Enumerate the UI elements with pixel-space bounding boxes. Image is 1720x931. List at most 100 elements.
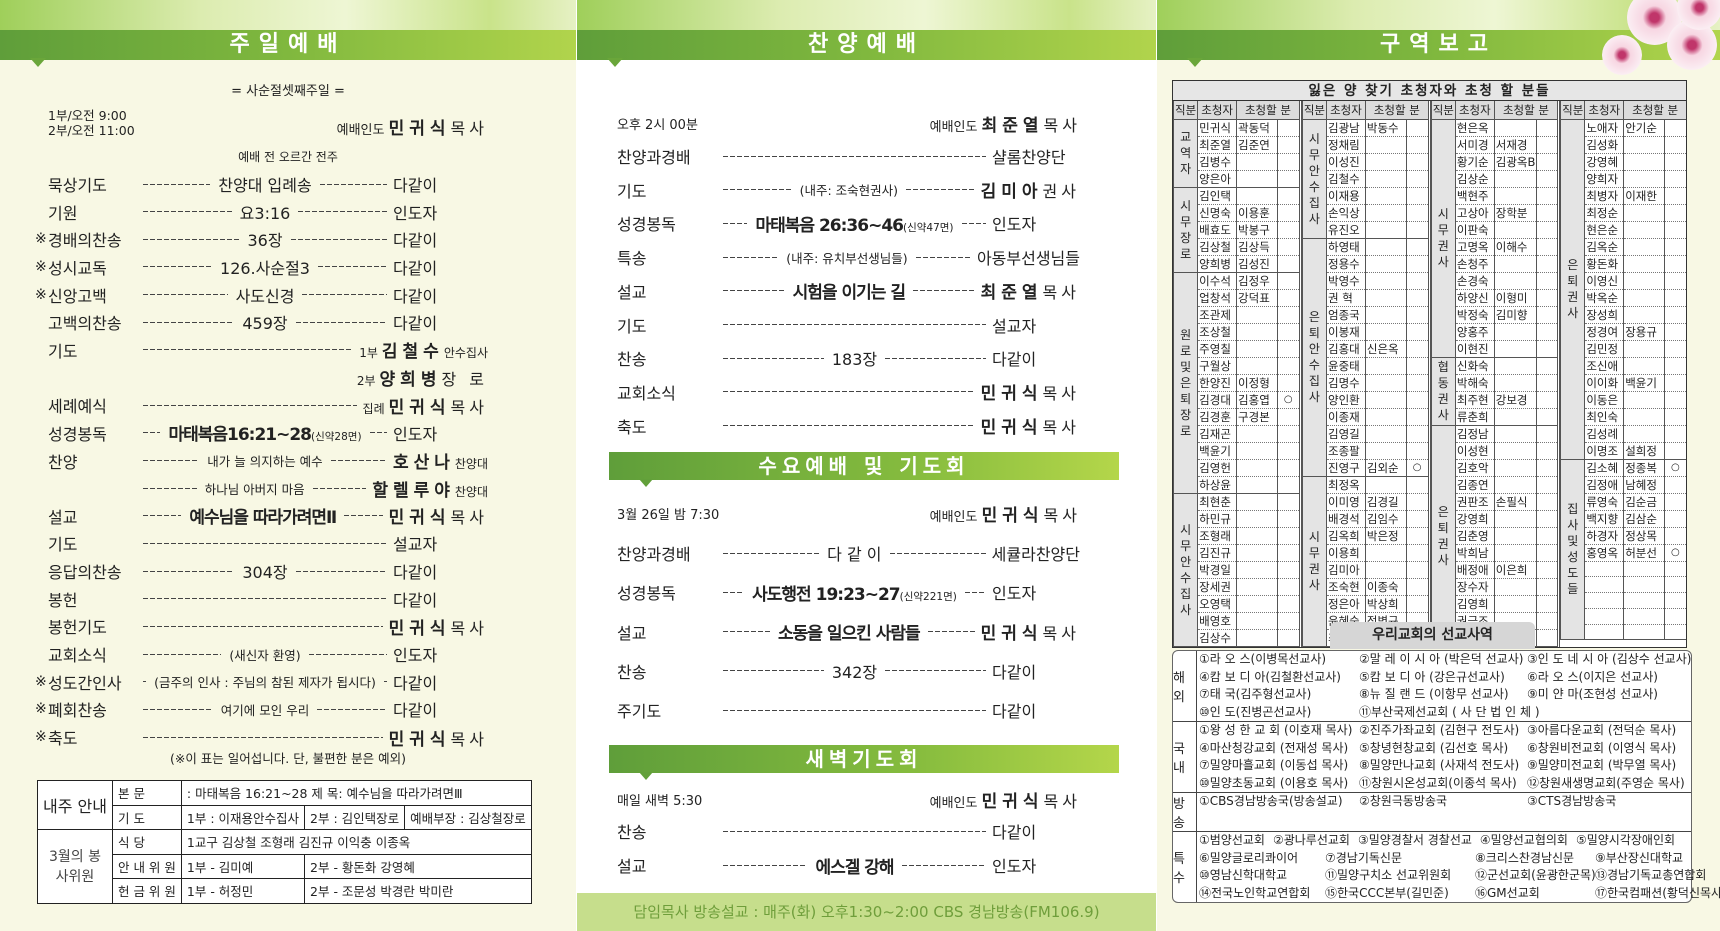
invitee: 신은옥 xyxy=(1364,340,1407,358)
mission-item: ⑨밀양미전교회 (박무열 목사) xyxy=(1527,758,1677,772)
inviter: 이판숙 xyxy=(1454,221,1495,239)
role-label: 협동권사 xyxy=(1430,357,1456,426)
order-content: 찬양대 입례송 xyxy=(210,172,319,196)
attendance-mark xyxy=(1663,493,1686,511)
order-row: 설교 시험을 이기는 길 최준열목사 xyxy=(617,278,1080,304)
mission-line: ①왕 성 한 교 회 (이호재 목사) ②진주가좌교회 (김현구 전도사) ③아름다… xyxy=(1199,722,1691,740)
order-label: 찬송 xyxy=(617,823,647,842)
inviter: 이동은 xyxy=(1584,391,1624,409)
invitation-row: 이용희 xyxy=(1302,544,1428,562)
mission-item: ⑪밀양구치소 선교위원회 xyxy=(1325,868,1452,882)
invitation-row: 김진규 xyxy=(1174,544,1299,562)
attendance-mark xyxy=(1536,119,1558,137)
order-row: 설교 예수님을 따라가려면Ⅱ 민귀식목사 xyxy=(48,503,488,529)
invitation-row: 김성례 xyxy=(1561,425,1686,443)
invitation-row: 최인숙 xyxy=(1561,408,1686,426)
order-content: 에스겔 강해 xyxy=(807,853,901,878)
order-performer: 세큘라찬양단 xyxy=(991,545,1080,564)
role-label: 시무장로 xyxy=(1172,187,1198,273)
attendance-mark xyxy=(1663,238,1686,256)
invitee: 이형미 xyxy=(1493,289,1537,307)
invitee xyxy=(1364,323,1407,341)
invitation-row: 강영희 xyxy=(1431,510,1558,528)
performer-name: 김철수 xyxy=(381,342,444,363)
order-content-text: 하나님 아버지 마음 xyxy=(204,481,305,497)
order-content-text: (내주: 조숙현권사) xyxy=(799,183,899,199)
order-label: 설교 xyxy=(48,507,78,527)
attendance-mark xyxy=(1405,170,1428,188)
performer-title: 찬양대 xyxy=(454,484,488,499)
invitee xyxy=(1623,136,1665,154)
order-detail: 마태복음16:21~28(신약28면) xyxy=(143,420,387,445)
order-detail xyxy=(143,625,383,627)
invitation-row: 집사및성도들 김소혜 정종복 ○ xyxy=(1560,459,1686,641)
leader-dots xyxy=(302,294,388,296)
invitee: 이종숙 xyxy=(1364,578,1407,596)
prayer-3: 예배부장 : 김상철장로 xyxy=(404,804,532,830)
invitee xyxy=(1623,592,1665,609)
inviter: 조관제 xyxy=(1197,306,1237,324)
header-decoration xyxy=(1157,0,1720,32)
inviter: 하영태 xyxy=(1326,238,1366,256)
order-label: 축도 xyxy=(617,417,647,437)
inviter: 백현주 xyxy=(1454,187,1495,205)
invitation-row: 시무안수집사 최현춘 xyxy=(1172,493,1299,647)
wednesday-header: 수요예배 및 기도회 xyxy=(609,452,1119,487)
invitation-row: 최병자 이재한 xyxy=(1561,187,1686,205)
invitation-row: 강영혜 xyxy=(1561,153,1686,171)
attendance-mark xyxy=(1536,425,1558,443)
leader-dots xyxy=(723,631,771,633)
order-content: 126.사순절3 xyxy=(212,255,318,279)
attendance-mark xyxy=(1405,221,1428,239)
mission-item: ②창원극동방송국 xyxy=(1359,794,1448,808)
mission-category: 해외 xyxy=(1173,651,1197,721)
invitee xyxy=(1623,204,1665,222)
attendance-mark xyxy=(1536,561,1558,579)
invitee: 설희정 xyxy=(1623,442,1665,460)
inviter: 하상윤 xyxy=(1197,476,1237,494)
mission-item: ⑰한국컴패션(황덕신목사) xyxy=(1595,885,1720,900)
worship-leader: 예배인도 최준열목사 xyxy=(930,111,1081,136)
invitee: 박봉구 xyxy=(1236,221,1278,239)
order-detail: 126.사순절3 xyxy=(143,255,387,279)
performer-title: 안수집사 xyxy=(443,346,488,361)
mission-section: 특수 ①범양선교회 ②광나루선교회 ③밀양경찰서 경찰선교 ④밀양선교협의회 ⑤밀양시각장… xyxy=(1173,832,1720,902)
inviter: 김소혜 xyxy=(1584,459,1624,477)
invitation-row xyxy=(1561,608,1686,625)
mission-item: ①라 오 스(이병목선교사) xyxy=(1199,652,1327,666)
invitee xyxy=(1364,561,1407,579)
inviter: 김정애 xyxy=(1584,476,1624,494)
column-header: 직분 xyxy=(1172,101,1198,120)
order-label: 찬양과경배 xyxy=(617,545,691,564)
mission-item: ⑫창원새생명교회(주영순 목사) xyxy=(1527,775,1685,790)
leader-dots xyxy=(143,294,228,296)
invitation-row: 조신애 xyxy=(1561,357,1686,375)
invitation-row: 배경석 김임수 xyxy=(1302,510,1428,528)
invitation-row: 구월상 xyxy=(1174,357,1299,375)
order-content: 소동을 일으킨 사람들 xyxy=(770,619,928,644)
inviter: 오영택 xyxy=(1197,595,1237,613)
column-header: 직분 xyxy=(1430,101,1456,120)
invitee xyxy=(1236,323,1278,341)
leader-dots xyxy=(344,515,383,517)
attendance-mark xyxy=(1276,306,1299,324)
order-content: 183장 xyxy=(824,346,885,370)
invitation-row: 백지향 김삼순 xyxy=(1561,510,1686,528)
order-content-text: 사도신경 xyxy=(235,286,295,306)
invitee: 박상희 xyxy=(1364,595,1407,613)
attendance-mark xyxy=(1663,136,1686,154)
mission-section: 국내 ①왕 성 한 교 회 (이호재 목사) ②진주가좌교회 (김현구 전도사) ③아… xyxy=(1173,722,1691,793)
inviter: 박희남 xyxy=(1454,544,1495,562)
mission-line: ⑦밀양마흘교회 (이동섭 목사) ⑧밀양만나교회 (사재석 전도사) ⑨밀양미전교회… xyxy=(1199,757,1691,775)
leader-dots xyxy=(143,183,211,185)
performer-title: 장 로 xyxy=(441,370,488,390)
inviter: 김명수 xyxy=(1326,374,1366,392)
order-row: 축도 민귀식목사 xyxy=(617,413,1080,439)
invitee: 김미향 xyxy=(1493,306,1537,324)
invitation-group-table: 직분 초청자 초청할 분 교역자 민귀식 곽동덕 최준열 김준연 김병수 양은아 시무장로 김인택 신명… xyxy=(1172,101,1299,647)
invitation-row: 서미경 서재경 xyxy=(1431,136,1558,154)
invitation-row: 류춘희 xyxy=(1431,408,1558,426)
invitee xyxy=(1236,578,1278,596)
attendance-mark xyxy=(1663,608,1686,625)
leader-dots xyxy=(143,238,240,240)
